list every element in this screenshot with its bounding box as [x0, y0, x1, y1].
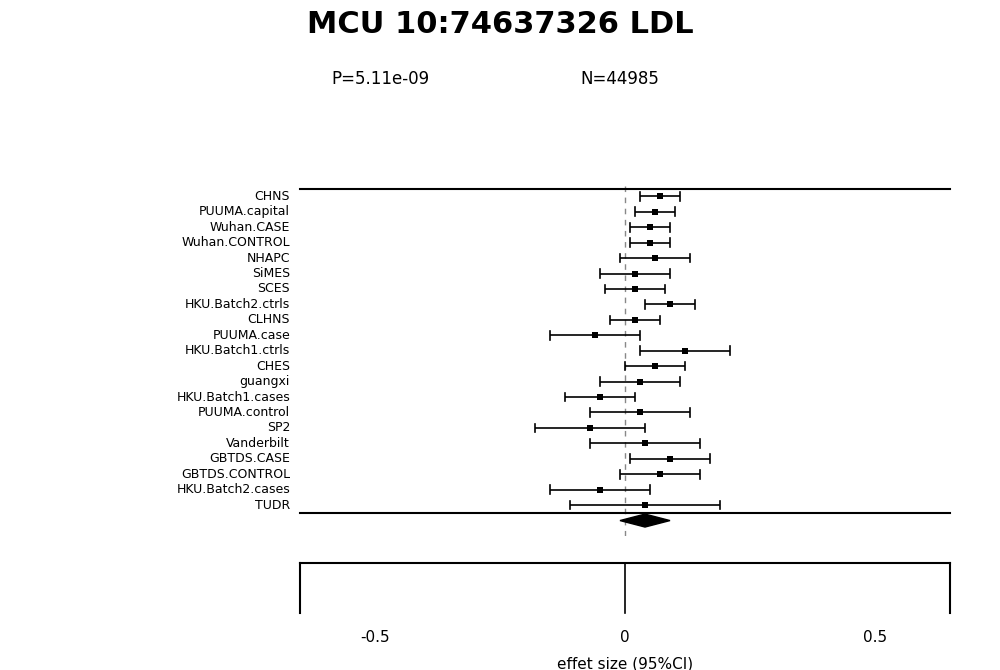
Text: SP2: SP2 [267, 421, 290, 434]
Text: CHNS: CHNS [254, 190, 290, 203]
Text: PUUMA.control: PUUMA.control [198, 406, 290, 419]
Text: CHES: CHES [256, 360, 290, 373]
Text: NHAPC: NHAPC [246, 252, 290, 265]
Text: PUUMA.case: PUUMA.case [212, 329, 290, 342]
Text: HKU.Batch2.cases: HKU.Batch2.cases [176, 483, 290, 496]
Text: N=44985: N=44985 [581, 70, 659, 88]
Polygon shape [620, 514, 670, 527]
Text: GBTDS.CONTROL: GBTDS.CONTROL [181, 468, 290, 481]
Text: Vanderbilt: Vanderbilt [226, 437, 290, 450]
Text: MCU 10:74637326 LDL: MCU 10:74637326 LDL [307, 10, 693, 39]
Text: HKU.Batch1.cases: HKU.Batch1.cases [176, 391, 290, 403]
Text: Wuhan.CASE: Wuhan.CASE [210, 220, 290, 234]
Text: 0.5: 0.5 [863, 630, 887, 645]
Text: HKU.Batch1.ctrls: HKU.Batch1.ctrls [185, 344, 290, 357]
Text: P=5.11e-09: P=5.11e-09 [331, 70, 429, 88]
Text: GBTDS.CASE: GBTDS.CASE [209, 452, 290, 465]
Text: Wuhan.CONTROL: Wuhan.CONTROL [181, 236, 290, 249]
Text: HKU.Batch2.ctrls: HKU.Batch2.ctrls [185, 298, 290, 311]
Text: CLHNS: CLHNS [248, 314, 290, 326]
Text: 0: 0 [620, 630, 630, 645]
Text: TUDR: TUDR [255, 498, 290, 512]
Text: PUUMA.capital: PUUMA.capital [199, 205, 290, 218]
Text: guangxi: guangxi [240, 375, 290, 388]
Text: SiMES: SiMES [252, 267, 290, 280]
Text: -0.5: -0.5 [360, 630, 390, 645]
Text: effet size (95%CI): effet size (95%CI) [557, 657, 693, 670]
Text: SCES: SCES [257, 283, 290, 295]
